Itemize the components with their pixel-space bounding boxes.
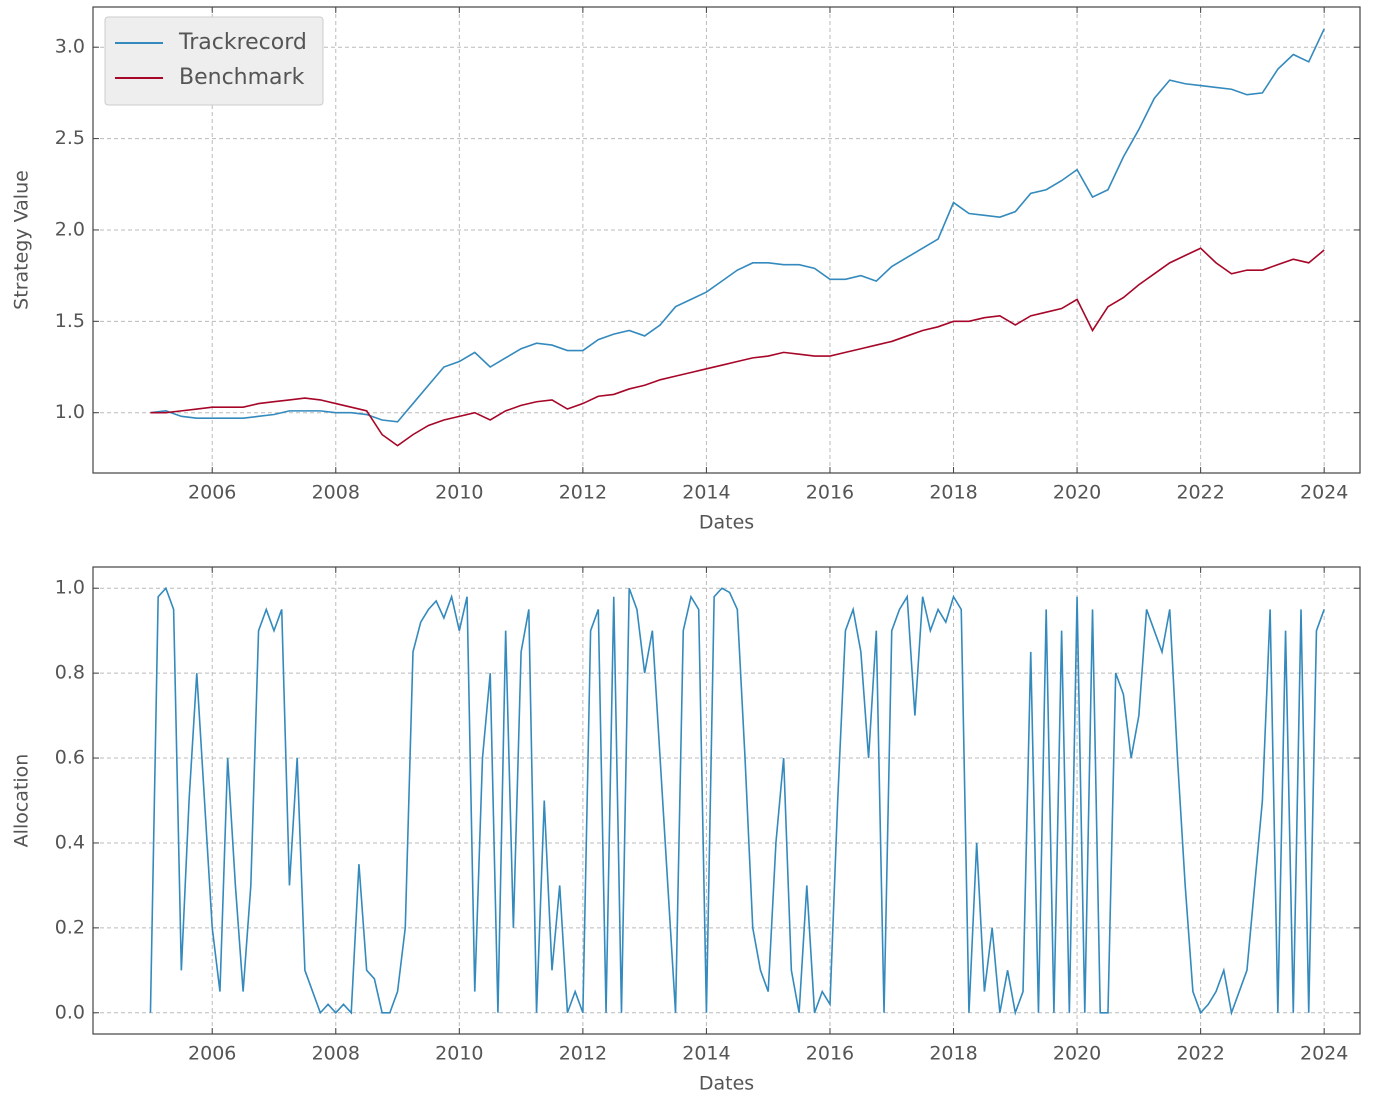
legend-label: Benchmark (179, 65, 305, 90)
x-axis-label: Dates (699, 512, 754, 534)
y-tick-label: 0.6 (55, 747, 85, 769)
y-tick-label: 2.5 (55, 127, 85, 149)
x-tick-label: 2018 (929, 482, 977, 504)
axes-frame (92, 6, 1361, 474)
x-axis-label: Dates (699, 1073, 754, 1095)
legend: Trackrecord Benchmark (104, 16, 324, 106)
y-tick-label: 0.8 (55, 662, 85, 684)
x-tick-label: 2024 (1300, 1043, 1348, 1065)
y-tick-label: 2.0 (55, 218, 85, 240)
y-tick-label: 1.0 (55, 577, 85, 599)
x-tick-label: 2018 (929, 1043, 977, 1065)
y-tick-label: 0.0 (55, 1001, 85, 1023)
axes-frame (92, 566, 1361, 1035)
x-tick-label: 2006 (188, 482, 236, 504)
y-tick-label: 3.0 (55, 36, 85, 58)
y-tick-label: 0.2 (55, 916, 85, 938)
y-tick-label: 1.0 (55, 401, 85, 423)
legend-label: Trackrecord (178, 30, 307, 55)
x-tick-label: 2006 (188, 1043, 236, 1065)
x-tick-label: 2008 (312, 482, 360, 504)
x-tick-label: 2020 (1053, 1043, 1101, 1065)
x-tick-label: 2010 (435, 482, 483, 504)
x-tick-label: 2008 (312, 1043, 360, 1065)
legend-box (104, 16, 324, 106)
x-tick-label: 2014 (682, 482, 730, 504)
series-line (150, 247, 1325, 447)
x-tick-label: 2014 (682, 1043, 730, 1065)
x-tick-label: 2016 (806, 482, 854, 504)
y-tick-label: 1.5 (55, 310, 85, 332)
y-tick-label: 0.4 (55, 831, 85, 853)
x-tick-label: 2012 (559, 1043, 607, 1065)
x-tick-label: 2012 (559, 482, 607, 504)
y-axis-label: Strategy Value (11, 170, 33, 310)
x-tick-label: 2022 (1176, 482, 1224, 504)
x-tick-label: 2020 (1053, 482, 1101, 504)
y-axis-label: Allocation (11, 754, 33, 848)
x-tick-label: 2024 (1300, 482, 1348, 504)
x-tick-label: 2022 (1176, 1043, 1224, 1065)
series-line (150, 28, 1325, 423)
series-line (149, 586, 1325, 1016)
x-tick-label: 2010 (435, 1043, 483, 1065)
x-tick-label: 2016 (806, 1043, 854, 1065)
